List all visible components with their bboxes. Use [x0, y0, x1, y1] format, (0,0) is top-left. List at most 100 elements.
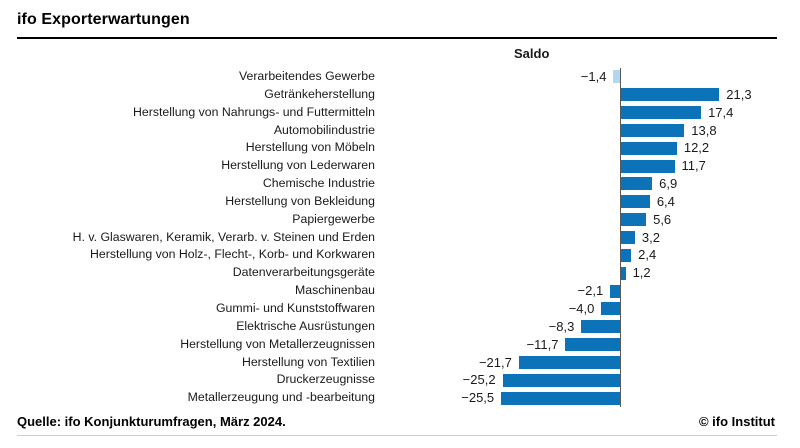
category-label: Maschinenbau	[295, 283, 375, 298]
category-label: Datenverarbeitungsgeräte	[232, 265, 375, 280]
bar	[620, 177, 653, 191]
chart-row: Papiergewerbe 5,6	[0, 211, 800, 229]
chart-row: Herstellung von Holz-, Flecht-, Korb- un…	[0, 246, 800, 264]
category-label: Chemische Industrie	[262, 176, 375, 191]
bar-canvas: −1,4	[375, 68, 800, 86]
value-label: 2,4	[638, 247, 657, 263]
bar	[620, 88, 720, 102]
value-label: 17,4	[708, 104, 734, 120]
bar	[620, 230, 635, 244]
axis-header-saldo: Saldo	[514, 46, 550, 61]
bar	[601, 302, 620, 316]
value-label: 3,2	[641, 229, 660, 245]
copyright-note: © ifo Institut	[698, 414, 775, 429]
chart-row: Herstellung von Metallerzeugnissen −11,7	[0, 336, 800, 354]
value-label: 21,3	[726, 86, 752, 102]
bar-canvas: −25,2	[375, 371, 800, 389]
chart-row: Maschinenbau −2,1	[0, 282, 800, 300]
bar-canvas: −2,1	[375, 282, 800, 300]
value-label: 6,9	[659, 176, 678, 192]
bar	[620, 141, 677, 155]
value-label: −8,3	[548, 318, 575, 334]
chart-row: Automobilindustrie 13,8	[0, 122, 800, 140]
bar-canvas: −21,7	[375, 354, 800, 372]
bar	[613, 70, 620, 84]
bar	[518, 355, 620, 369]
value-label: −11,7	[526, 336, 559, 352]
category-label: Gummi- und Kunststoffwaren	[215, 300, 375, 315]
chart-row: H. v. Glaswaren, Keramik, Verarb. v. Ste…	[0, 229, 800, 247]
footer-divider	[17, 435, 777, 436]
chart-row: Datenverarbeitungsgeräte 1,2	[0, 264, 800, 282]
bar	[502, 373, 620, 387]
chart-rows: Verarbeitendes Gewerbe −1,4 Getränkeherste…	[0, 68, 800, 407]
value-label: 1,2	[632, 265, 651, 281]
category-label: Herstellung von Metallerzeugnissen	[180, 336, 375, 351]
source-note: Quelle: ifo Konjunkturumfragen, März 202…	[17, 414, 286, 429]
bar-canvas: 6,4	[375, 193, 800, 211]
chart-row: Elektrische Ausrüstungen −8,3	[0, 318, 800, 336]
bar	[620, 106, 702, 120]
bar-canvas: −25,5	[375, 389, 800, 407]
value-label: 6,4	[656, 193, 675, 209]
chart-row: Herstellung von Nahrungs- und Futtermitt…	[0, 104, 800, 122]
bar-canvas: 17,4	[375, 104, 800, 122]
bar	[565, 338, 620, 352]
bar	[620, 123, 685, 137]
bar	[620, 159, 675, 173]
bar-canvas: 12,2	[375, 139, 800, 157]
category-label: Herstellung von Bekleidung	[225, 193, 375, 208]
chart-row: Herstellung von Möbeln 12,2	[0, 139, 800, 157]
bar-chart: Verarbeitendes Gewerbe −1,4 Getränkeherste…	[0, 68, 800, 407]
category-label: Metallerzeugung und -bearbeitung	[187, 390, 375, 405]
bar-canvas: 11,7	[375, 157, 800, 175]
category-label: Verarbeitendes Gewerbe	[238, 69, 375, 83]
value-label: −25,2	[462, 372, 496, 388]
title-divider	[17, 37, 777, 39]
chart-row: Herstellung von Textilien −21,7	[0, 354, 800, 372]
bar	[620, 248, 632, 262]
category-label: Herstellung von Holz-, Flecht-, Korb- un…	[90, 247, 375, 262]
bar	[620, 195, 650, 209]
chart-row: Verarbeitendes Gewerbe −1,4	[0, 68, 800, 86]
chart-row: Gummi- und Kunststoffwaren −4,0	[0, 300, 800, 318]
bar	[610, 284, 620, 298]
bar-canvas: −11,7	[375, 336, 800, 354]
chart-row: Herstellung von Bekleidung 6,4	[0, 193, 800, 211]
category-label: Herstellung von Textilien	[241, 354, 375, 369]
bar-canvas: −4,0	[375, 300, 800, 318]
bar	[620, 266, 626, 280]
category-label: Elektrische Ausrüstungen	[236, 318, 375, 333]
category-label: H. v. Glaswaren, Keramik, Verarb. v. Ste…	[72, 229, 375, 244]
bar-canvas: 3,2	[375, 229, 800, 247]
value-label: 5,6	[653, 211, 672, 227]
zero-axis-line	[620, 68, 621, 407]
bar-canvas: −8,3	[375, 318, 800, 336]
chart-row: Chemische Industrie 6,9	[0, 175, 800, 193]
bar-canvas: 13,8	[375, 122, 800, 140]
value-label: −25,5	[461, 390, 495, 406]
category-label: Herstellung von Lederwaren	[221, 158, 375, 173]
chart-row: Druckerzeugnisse −25,2	[0, 371, 800, 389]
bar-canvas: 2,4	[375, 246, 800, 264]
value-label: −2,1	[577, 283, 604, 299]
bar-canvas: 21,3	[375, 86, 800, 104]
bar	[620, 213, 647, 227]
value-label: 13,8	[691, 122, 717, 138]
category-label: Druckerzeugnisse	[276, 372, 375, 387]
category-label: Automobilindustrie	[273, 122, 375, 137]
category-label: Getränkeherstellung	[264, 86, 375, 101]
chart-row: Getränkeherstellung 21,3	[0, 86, 800, 104]
value-label: −1,4	[580, 69, 607, 84]
page-title: ifo Exporterwartungen	[17, 11, 190, 28]
bar	[501, 391, 620, 405]
bar-canvas: 1,2	[375, 264, 800, 282]
category-label: Herstellung von Möbeln	[245, 140, 375, 155]
chart-row: Metallerzeugung und -bearbeitung −25,5	[0, 389, 800, 407]
chart-row: Herstellung von Lederwaren 11,7	[0, 157, 800, 175]
category-label: Herstellung von Nahrungs- und Futtermitt…	[133, 104, 375, 119]
bar	[581, 320, 620, 334]
value-label: 11,7	[681, 158, 706, 174]
value-label: −21,7	[478, 354, 512, 370]
